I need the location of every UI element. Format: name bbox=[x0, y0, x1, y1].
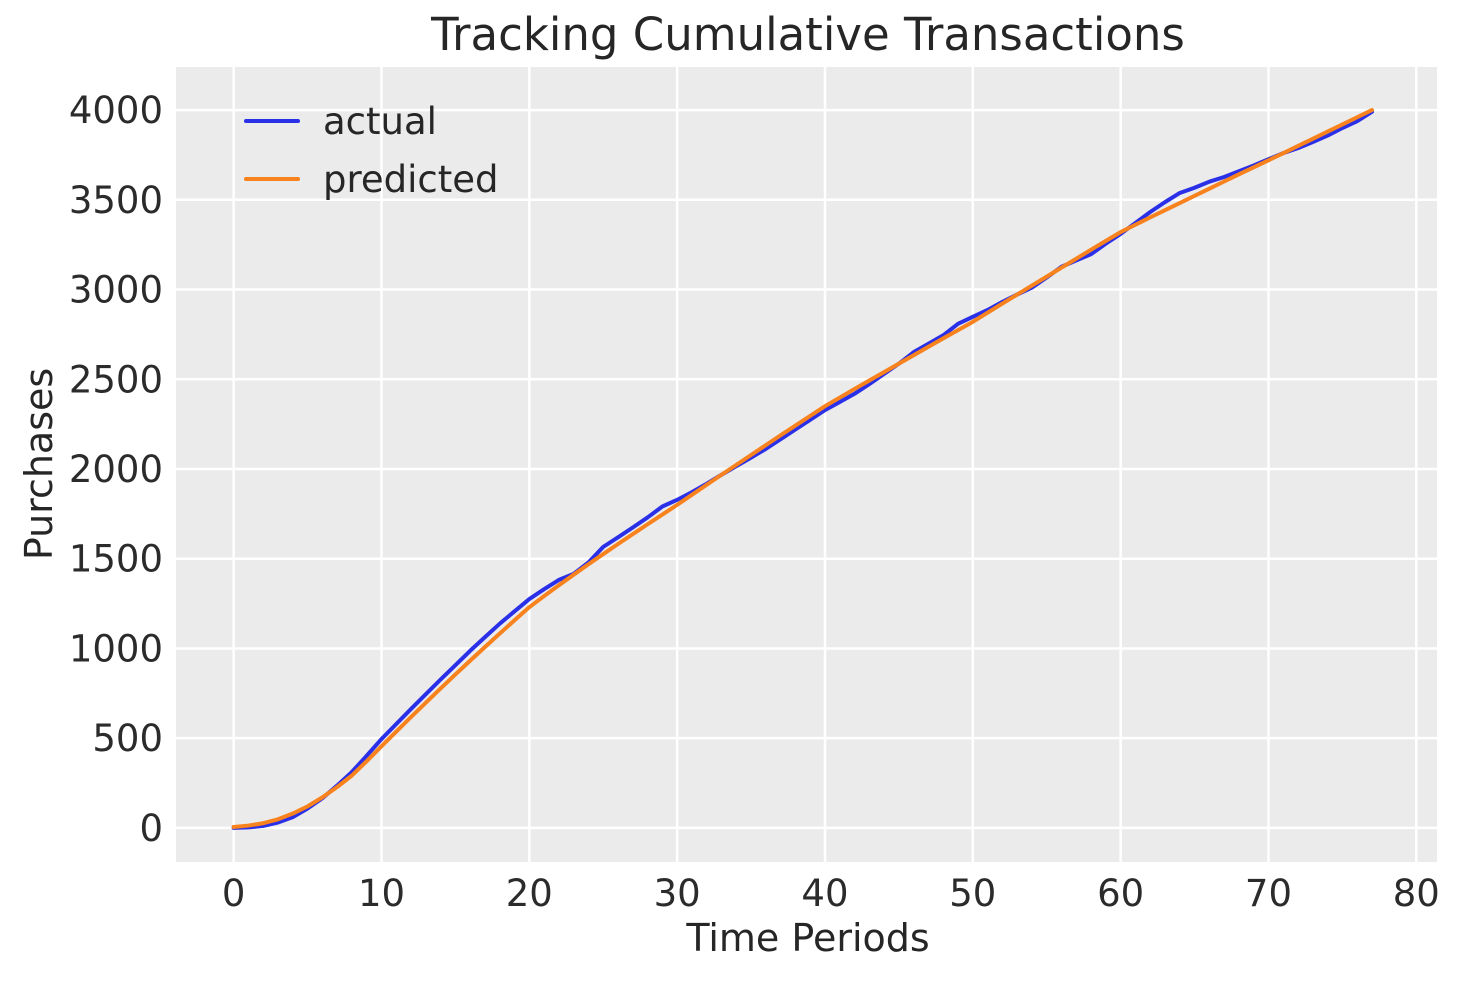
x-tick-label: 80 bbox=[1393, 872, 1440, 915]
y-tick-label: 2000 bbox=[69, 448, 163, 491]
legend-label-actual: actual bbox=[323, 100, 437, 143]
y-axis-label: Purchases bbox=[17, 368, 61, 560]
y-tick-label: 500 bbox=[92, 717, 163, 760]
chart-title: Tracking Cumulative Transactions bbox=[430, 8, 1185, 61]
x-tick-label: 40 bbox=[801, 872, 848, 915]
series-line-predicted bbox=[231, 108, 1374, 830]
legend-label-predicted: predicted bbox=[323, 158, 499, 201]
x-tick-label: 50 bbox=[949, 872, 996, 915]
legend: actual predicted bbox=[244, 100, 499, 201]
y-tick-label: 4000 bbox=[69, 89, 163, 132]
x-tick-label: 60 bbox=[1097, 872, 1144, 915]
gridlines bbox=[176, 67, 1437, 862]
x-axis-tick-labels: 0 10 20 30 40 50 60 70 80 bbox=[222, 872, 1440, 915]
y-tick-label: 1000 bbox=[69, 627, 163, 670]
x-tick-label: 20 bbox=[506, 872, 553, 915]
y-tick-label: 1500 bbox=[69, 538, 163, 581]
x-tick-label: 30 bbox=[654, 872, 701, 915]
y-tick-label: 3500 bbox=[69, 179, 163, 222]
y-tick-label: 0 bbox=[139, 807, 163, 850]
x-axis-label: Time Periods bbox=[685, 916, 929, 960]
series-line-actual bbox=[231, 109, 1374, 830]
y-tick-label: 3000 bbox=[69, 269, 163, 312]
y-tick-label: 2500 bbox=[69, 358, 163, 401]
x-tick-label: 10 bbox=[358, 872, 405, 915]
x-tick-label: 70 bbox=[1245, 872, 1292, 915]
x-tick-label: 0 bbox=[222, 872, 246, 915]
y-axis-tick-labels: 0 500 1000 1500 2000 2500 3000 3500 4000 bbox=[69, 89, 163, 850]
data-series bbox=[231, 108, 1374, 830]
